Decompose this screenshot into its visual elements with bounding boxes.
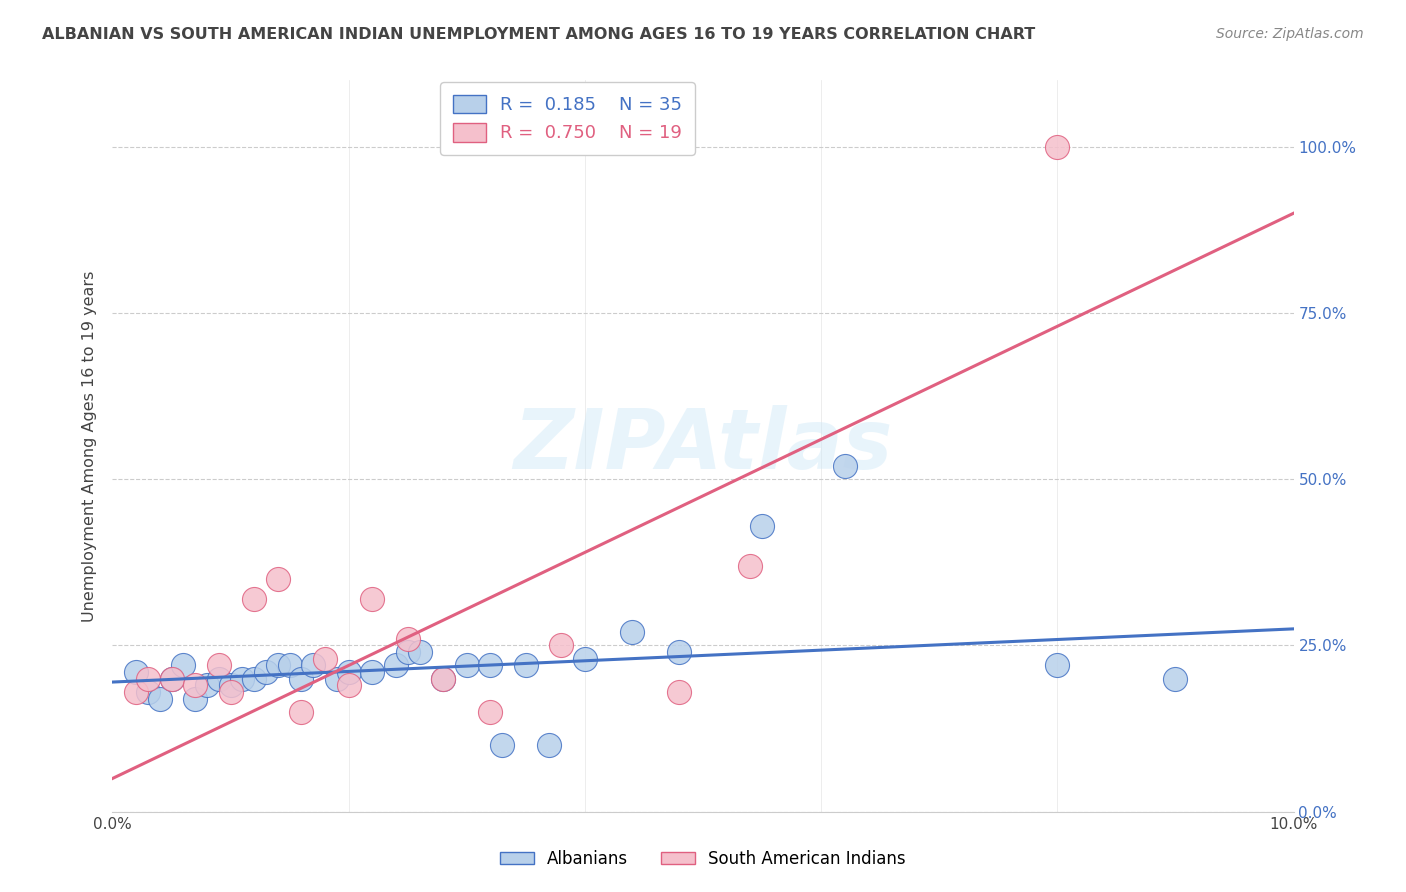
Point bbox=[432, 672, 454, 686]
Point bbox=[184, 678, 207, 692]
Point bbox=[243, 672, 266, 686]
Point bbox=[254, 665, 277, 679]
Point bbox=[479, 705, 502, 719]
Text: ALBANIAN VS SOUTH AMERICAN INDIAN UNEMPLOYMENT AMONG AGES 16 TO 19 YEARS CORRELA: ALBANIAN VS SOUTH AMERICAN INDIAN UNEMPL… bbox=[42, 27, 1035, 42]
Legend: Albanians, South American Indians: Albanians, South American Indians bbox=[494, 844, 912, 875]
Point bbox=[136, 672, 159, 686]
Point bbox=[136, 685, 159, 699]
Point bbox=[550, 639, 572, 653]
Point bbox=[361, 665, 384, 679]
Y-axis label: Unemployment Among Ages 16 to 19 years: Unemployment Among Ages 16 to 19 years bbox=[82, 270, 97, 622]
Point bbox=[491, 738, 513, 752]
Point bbox=[160, 672, 183, 686]
Point bbox=[751, 518, 773, 533]
Point bbox=[574, 652, 596, 666]
Point bbox=[184, 691, 207, 706]
Point bbox=[314, 652, 336, 666]
Point bbox=[172, 658, 194, 673]
Point bbox=[208, 658, 231, 673]
Point bbox=[538, 738, 561, 752]
Point bbox=[290, 705, 312, 719]
Point bbox=[125, 665, 148, 679]
Point bbox=[278, 658, 301, 673]
Point bbox=[149, 691, 172, 706]
Point bbox=[290, 672, 312, 686]
Point bbox=[408, 645, 430, 659]
Point bbox=[668, 645, 690, 659]
Text: ZIPAtlas: ZIPAtlas bbox=[513, 406, 893, 486]
Point bbox=[1164, 672, 1187, 686]
Text: Source: ZipAtlas.com: Source: ZipAtlas.com bbox=[1216, 27, 1364, 41]
Point bbox=[385, 658, 408, 673]
Point bbox=[302, 658, 325, 673]
Point bbox=[515, 658, 537, 673]
Point bbox=[125, 685, 148, 699]
Point bbox=[267, 572, 290, 586]
Point bbox=[432, 672, 454, 686]
Point bbox=[740, 558, 762, 573]
Point bbox=[195, 678, 218, 692]
Point bbox=[160, 672, 183, 686]
Point bbox=[621, 625, 644, 640]
Point bbox=[456, 658, 478, 673]
Point bbox=[337, 665, 360, 679]
Point bbox=[834, 458, 856, 473]
Point bbox=[396, 645, 419, 659]
Legend: R =  0.185    N = 35, R =  0.750    N = 19: R = 0.185 N = 35, R = 0.750 N = 19 bbox=[440, 82, 695, 155]
Point bbox=[219, 685, 242, 699]
Point bbox=[396, 632, 419, 646]
Point bbox=[219, 678, 242, 692]
Point bbox=[1046, 658, 1069, 673]
Point bbox=[208, 672, 231, 686]
Point bbox=[479, 658, 502, 673]
Point bbox=[243, 591, 266, 606]
Point bbox=[231, 672, 253, 686]
Point bbox=[337, 678, 360, 692]
Point bbox=[267, 658, 290, 673]
Point bbox=[326, 672, 349, 686]
Point bbox=[1046, 140, 1069, 154]
Point bbox=[668, 685, 690, 699]
Point bbox=[361, 591, 384, 606]
